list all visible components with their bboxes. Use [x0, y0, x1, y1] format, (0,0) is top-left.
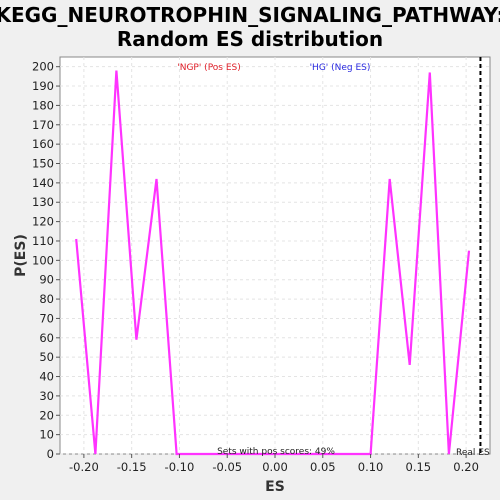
- x-tick-label: -0.05: [212, 460, 242, 474]
- y-tick-label: 0: [47, 447, 54, 461]
- series-line: [75, 70, 471, 456]
- y-tick-label: 30: [39, 389, 54, 403]
- x-tick-label: 0.15: [406, 460, 432, 474]
- y-tick-label: 80: [39, 292, 54, 306]
- y-tick-label: 20: [39, 408, 54, 422]
- y-tick-label: 100: [32, 253, 54, 267]
- y-tick-label: 120: [32, 215, 54, 229]
- y-tick-label: 190: [32, 79, 54, 93]
- y-tick-label: 70: [39, 311, 54, 325]
- x-tick-label: 0.20: [453, 460, 479, 474]
- x-tick-label: -0.10: [165, 460, 195, 474]
- y-tick-label: 130: [32, 195, 54, 209]
- y-tick-label: 160: [32, 137, 54, 151]
- x-axis-label: ES: [265, 479, 285, 495]
- x-tick-label: 0.10: [358, 460, 384, 474]
- x-tick-label: -0.20: [69, 460, 99, 474]
- chart-title-line1: KEGG_NEUROTROPHIN_SIGNALING_PATHWAY:: [0, 3, 500, 27]
- axes: 0 10 20 30 40 50 60 70 80 90 100 110 120 130 140 150 160…: [32, 60, 479, 474]
- legend-pos-es: 'NGP' (Pos ES): [177, 63, 241, 73]
- y-tick-label: 110: [32, 234, 54, 248]
- x-tick-label: 0.05: [310, 460, 336, 474]
- series-layer: [75, 70, 471, 456]
- y-tick-label: 150: [32, 157, 54, 171]
- real-es-label: Real ES: [456, 448, 490, 458]
- grid: [60, 57, 490, 455]
- y-tick-label: 180: [32, 98, 54, 112]
- y-tick-label: 170: [32, 118, 54, 132]
- chart-title-line2: Random ES distribution: [117, 27, 383, 51]
- pos-scores-annotation: Sets with pos scores: 49%: [217, 447, 335, 457]
- y-tick-label: 200: [32, 60, 54, 74]
- y-tick-label: 50: [39, 350, 54, 364]
- legend-neg-es: 'HG' (Neg ES): [310, 63, 371, 73]
- y-tick-label: 140: [32, 176, 54, 190]
- y-tick-label: 90: [39, 273, 54, 287]
- x-tick-label: -0.15: [117, 460, 147, 474]
- y-tick-label: 60: [39, 331, 54, 345]
- x-tick-label: 0.00: [262, 460, 288, 474]
- y-tick-label: 40: [39, 370, 54, 384]
- y-axis-label: P(ES): [13, 234, 29, 277]
- y-tick-label: 10: [39, 428, 54, 442]
